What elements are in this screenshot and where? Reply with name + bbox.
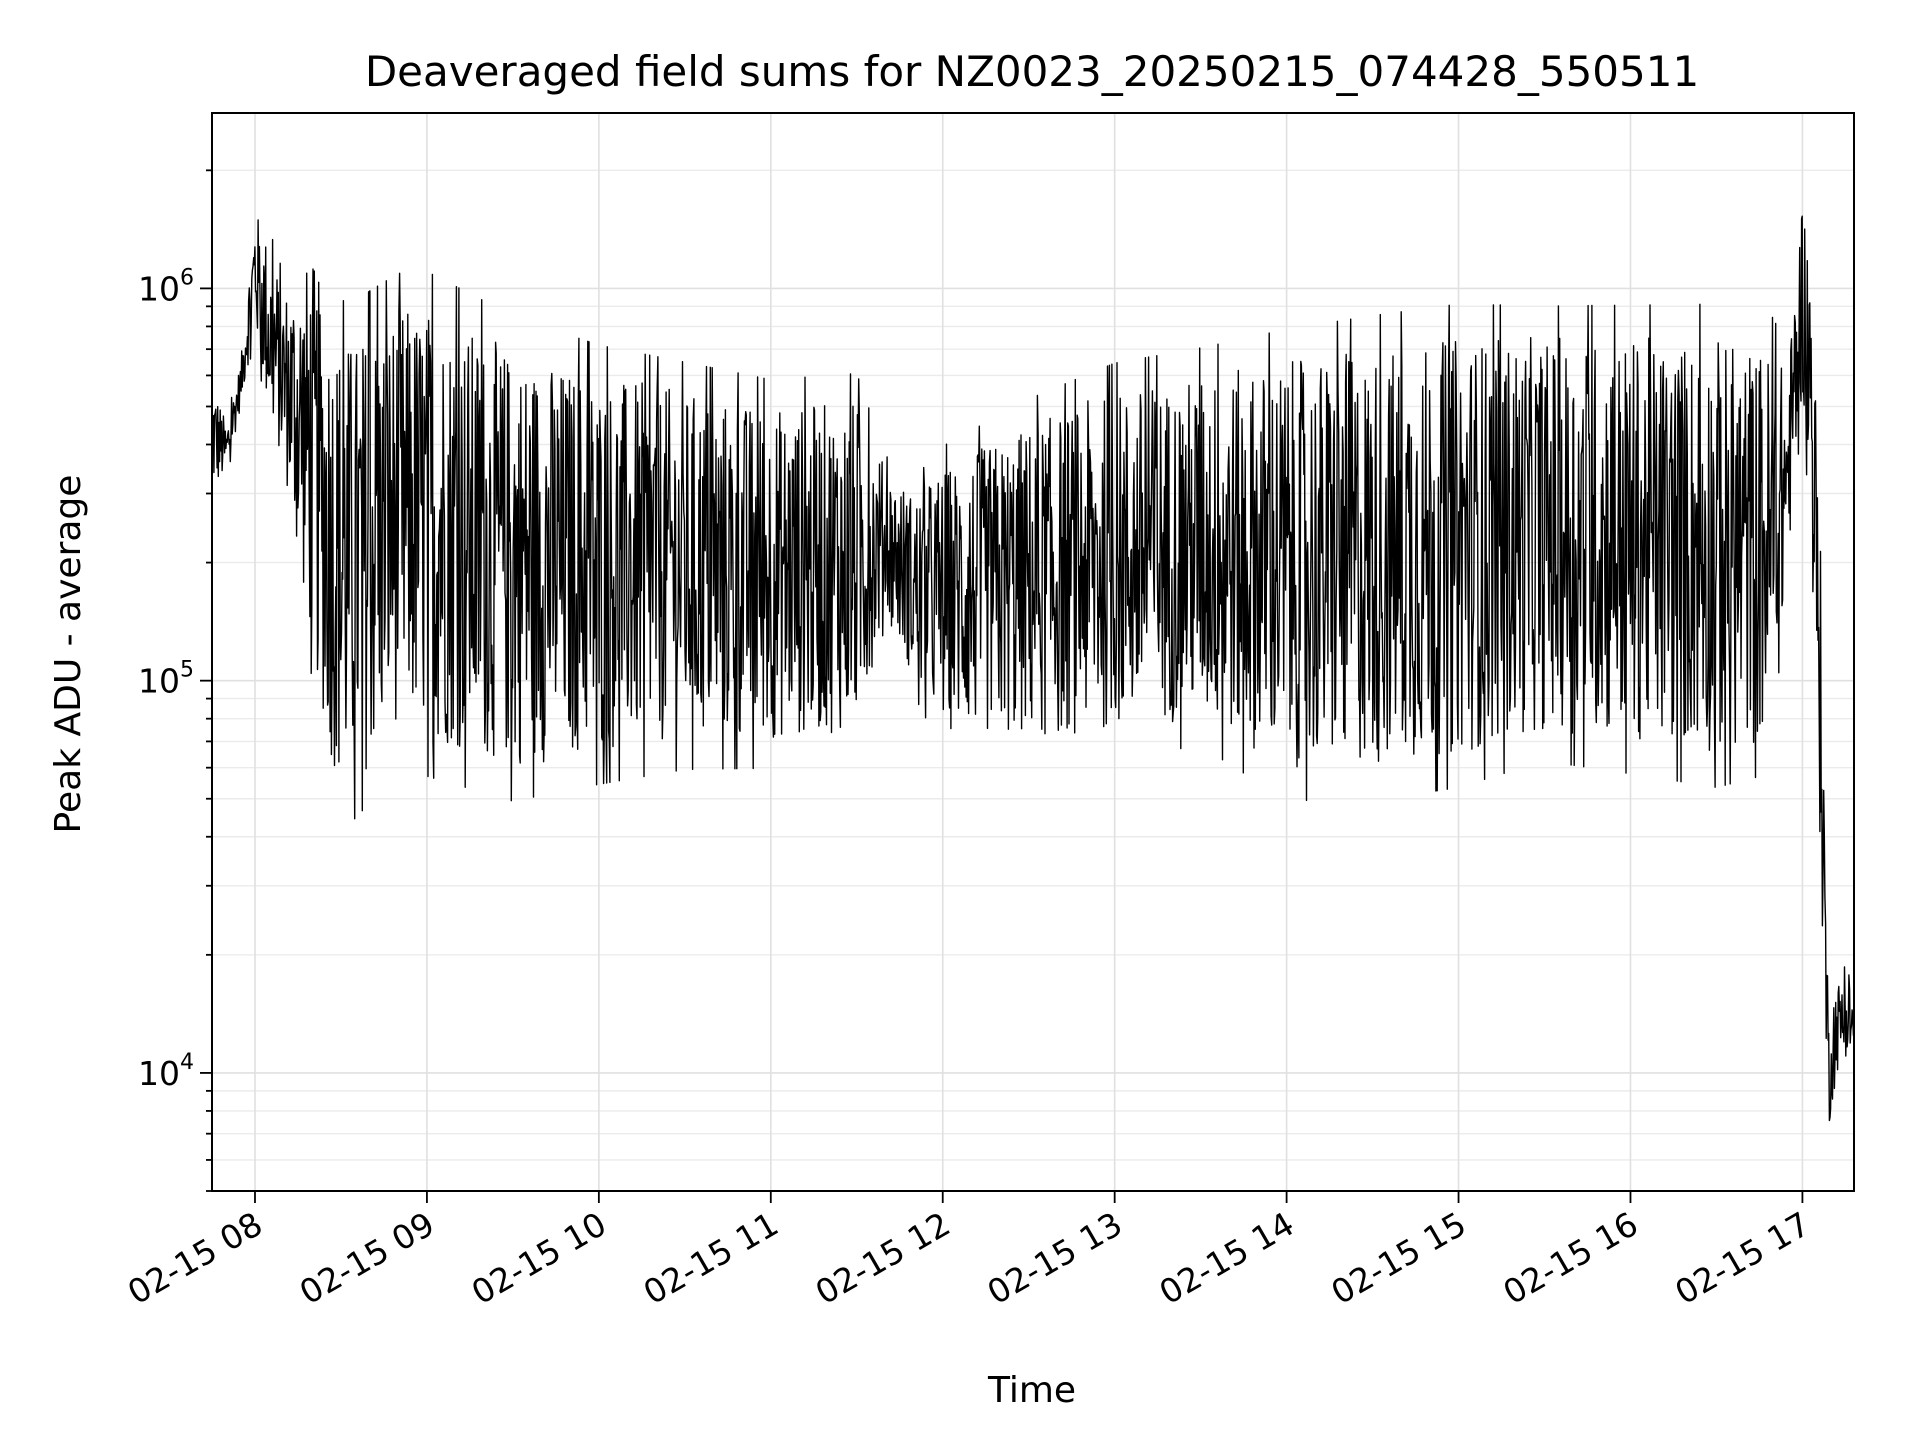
x-tick-label: 02-15 09 [293, 1204, 441, 1312]
x-tick-label: 02-15 13 [981, 1204, 1129, 1312]
data-series [211, 215, 1855, 1122]
y-tick-exponent: 6 [180, 265, 194, 290]
y-tick-base: 10 [138, 1054, 180, 1093]
x-tick-label: 02-15 10 [465, 1204, 613, 1312]
x-tick-label: 02-15 16 [1496, 1204, 1644, 1312]
y-tick-base: 10 [138, 269, 180, 308]
y-tick-label: 105 [138, 658, 194, 701]
x-tick-label: 02-15 15 [1325, 1204, 1473, 1312]
x-axis: 02-15 08 02-15 09 02-15 10 02-15 11 02-15 12… [121, 1191, 1816, 1312]
x-tick-label: 02-15 11 [637, 1204, 785, 1312]
x-axis-label: Time [987, 1370, 1076, 1411]
x-tick-label: 02-15 12 [809, 1204, 957, 1312]
y-tick-exponent: 4 [180, 1050, 194, 1075]
chart-title: Deaveraged field sums for NZ0023_2025021… [365, 47, 1699, 96]
y-tick-base: 10 [138, 662, 180, 701]
y-tick-label: 106 [138, 265, 194, 308]
x-tick-label: 02-15 08 [121, 1204, 269, 1312]
x-tick-label: 02-15 14 [1153, 1204, 1301, 1312]
x-tick-label: 02-15 17 [1668, 1204, 1816, 1312]
grid [212, 113, 1854, 1192]
series-line [211, 215, 1855, 1122]
y-axis-label: Peak ADU - average [48, 475, 89, 834]
y-tick-label: 104 [138, 1050, 194, 1093]
plot-frame [211, 112, 1855, 1192]
y-tick-exponent: 5 [180, 658, 194, 683]
